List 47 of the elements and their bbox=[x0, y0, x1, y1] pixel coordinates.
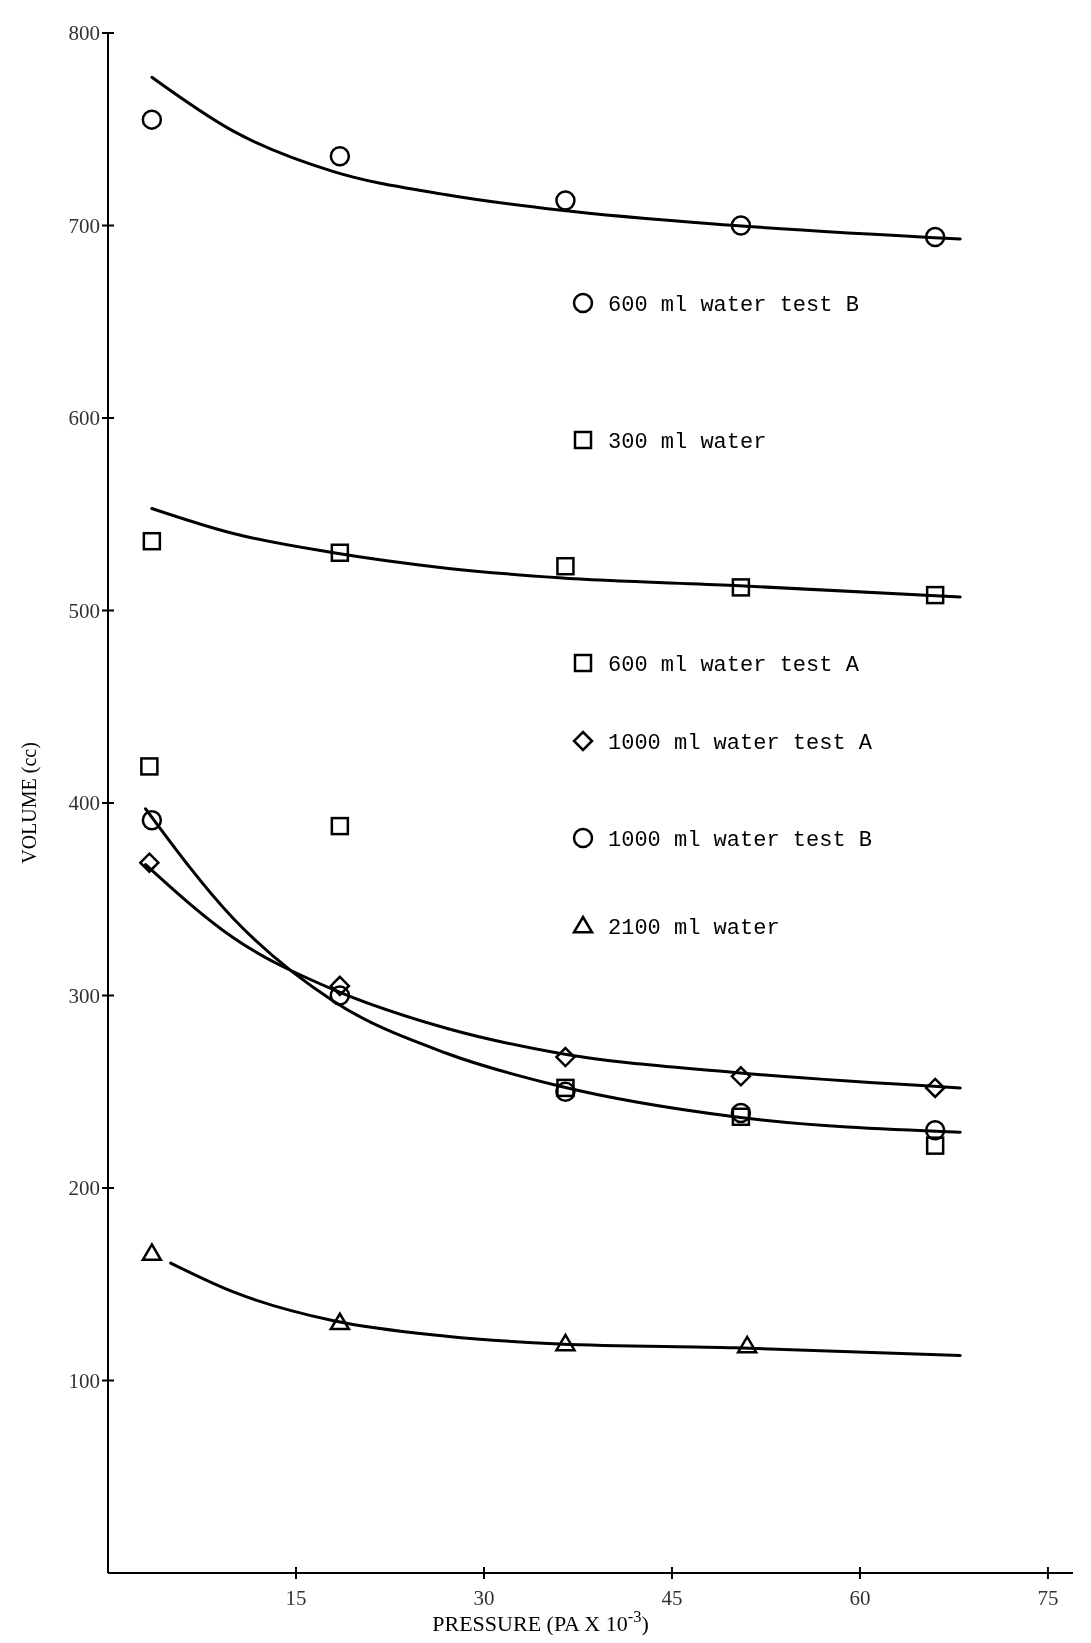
point bbox=[330, 816, 350, 836]
point bbox=[140, 757, 159, 776]
point bbox=[555, 190, 576, 211]
legend-label: 300 ml water bbox=[608, 429, 767, 455]
point bbox=[556, 556, 575, 576]
point bbox=[736, 1335, 758, 1354]
x-tick-label: 15 bbox=[285, 1586, 307, 1610]
point bbox=[924, 1077, 946, 1099]
point bbox=[330, 543, 350, 562]
point bbox=[142, 531, 162, 551]
y-tick-label: 200 bbox=[68, 1176, 100, 1201]
point bbox=[141, 1243, 163, 1261]
y-tick-label: 300 bbox=[68, 983, 100, 1008]
point bbox=[731, 1107, 751, 1127]
point bbox=[329, 1312, 351, 1331]
point bbox=[329, 975, 351, 997]
point bbox=[925, 585, 945, 605]
point bbox=[924, 226, 946, 248]
x-tick-label: 45 bbox=[661, 1586, 683, 1610]
y-tick-label: 700 bbox=[68, 213, 100, 238]
point bbox=[730, 215, 752, 236]
point bbox=[924, 1120, 946, 1141]
y-tick-label: 500 bbox=[68, 598, 100, 623]
point bbox=[139, 852, 160, 873]
legend-label: 2100 ml water bbox=[608, 915, 780, 941]
point bbox=[329, 145, 351, 167]
point bbox=[555, 1046, 576, 1068]
point bbox=[731, 578, 751, 597]
point bbox=[141, 810, 163, 831]
point bbox=[141, 109, 163, 130]
point bbox=[329, 985, 351, 1006]
point bbox=[730, 1066, 752, 1087]
legend-label: 1000 ml water test B bbox=[608, 827, 873, 853]
legend-label: 600 ml water test A bbox=[608, 652, 860, 678]
line-series bbox=[169, 1261, 962, 1357]
x-tick-label: 75 bbox=[1037, 1586, 1059, 1610]
y-tick-label: 600 bbox=[68, 406, 100, 431]
y-tick-label: 400 bbox=[68, 791, 100, 816]
legend-label: 1000 ml water test A bbox=[608, 730, 873, 756]
y-tick-label: 800 bbox=[68, 21, 100, 46]
point bbox=[730, 1102, 752, 1124]
legend-label: 600 ml water test B bbox=[608, 292, 859, 318]
x-tick-label: 60 bbox=[849, 1586, 871, 1610]
point bbox=[555, 1333, 576, 1352]
y-axis-title: VOLUME (cc) bbox=[18, 742, 41, 864]
point bbox=[925, 1136, 945, 1155]
y-tick-label: 100 bbox=[68, 1368, 100, 1393]
